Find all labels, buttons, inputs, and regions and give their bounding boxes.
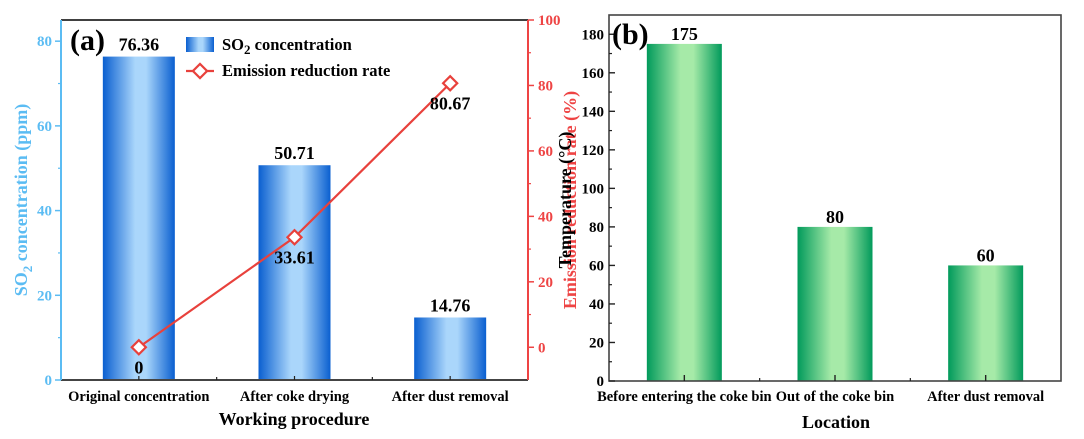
y-tick-label: 80	[589, 220, 604, 236]
line-value-label-2: 80.67	[430, 93, 471, 113]
left-tick-label: 20	[37, 288, 52, 304]
y-tick-label: 140	[582, 104, 605, 120]
right-tick-label: 40	[538, 209, 553, 225]
bar-value-label-0: 76.36	[119, 35, 160, 55]
chart-b-y-axis-title: Temperature (°C)	[555, 132, 576, 269]
bar-value-label-1: 80	[826, 207, 844, 227]
legend-label-emission: Emission reduction rate	[222, 61, 390, 80]
y-tick-label: 120	[582, 143, 605, 159]
y-tick-label: 100	[582, 181, 605, 197]
chart-a-data-labels: 76.36 50.71 14.76 0 33.61 80.67	[119, 35, 471, 378]
panel-label-a: (a)	[70, 24, 105, 57]
chart-a-y-axis-title: SO2 concentration (ppm)	[11, 104, 35, 297]
left-tick-label: 40	[37, 204, 52, 220]
left-tick-label: 80	[37, 34, 52, 50]
line-value-label-1: 33.61	[274, 247, 315, 267]
y-tick-label: 160	[582, 66, 605, 82]
chart-b-x-axis-ticks: Before entering the coke bin Out of the c…	[597, 375, 1044, 405]
y-tick-label: 20	[589, 335, 604, 351]
bar-value-label-1: 50.71	[274, 143, 315, 163]
x-tick-label: Before entering the coke bin	[597, 389, 772, 405]
x-tick-label: Original concentration	[68, 389, 209, 405]
bar-temperature-2	[948, 265, 1024, 381]
chart-b-y-axis-ticks: 0 20 40 60 80 100 120 140 160 180	[582, 27, 615, 390]
chart-a-x-axis-ticks: Original concentration After coke drying A…	[68, 376, 509, 405]
y-tick-label: 0	[597, 374, 605, 390]
right-tick-label: 60	[538, 144, 553, 160]
panel-label-b: (b)	[612, 18, 649, 51]
y-tick-label: 180	[582, 27, 605, 43]
bar-so2-2	[414, 317, 487, 380]
x-tick-label: After coke drying	[240, 389, 350, 405]
line-value-label-0: 0	[134, 357, 143, 377]
right-tick-label: 0	[538, 340, 546, 356]
bar-value-label-2: 60	[977, 245, 995, 265]
chart-a-right-axis-ticks: 0 20 40 60 80 100	[528, 13, 561, 356]
chart-a-left-axis-ticks: 0 20 40 60 80	[37, 34, 61, 389]
y-tick-label: 40	[589, 297, 604, 313]
chart-b-data-labels: 175 80 60	[671, 24, 995, 266]
bar-so2-0	[102, 56, 175, 380]
chart-b: 0 20 40 60 80 100 120 140 160 180 Before entering…	[555, 14, 1062, 432]
chart-a-x-axis-title: Working procedure	[219, 409, 370, 429]
chart-a-y2-axis-title: Emission reduction rate (%)	[560, 91, 581, 309]
x-tick-label: After dust removal	[392, 389, 509, 405]
legend-marker-diamond-icon	[191, 62, 209, 80]
left-tick-label: 60	[37, 119, 52, 135]
chart-a-legend: SO2 concentration Emission reduction rat…	[186, 35, 390, 80]
bar-temperature-1	[797, 226, 873, 381]
x-tick-label: Out of the coke bin	[776, 389, 894, 405]
chart-b-x-axis-title: Location	[802, 412, 870, 432]
chart-a-bars	[102, 56, 487, 380]
bar-so2-1	[258, 165, 331, 380]
legend-label-so2: SO2 concentration	[222, 35, 352, 57]
emission-rate-marker-2	[441, 74, 459, 92]
emission-rate-marker-1	[285, 228, 304, 246]
x-tick-label: After dust removal	[927, 389, 1044, 405]
right-tick-label: 20	[538, 275, 553, 291]
bar-value-label-0: 175	[671, 24, 698, 44]
legend-swatch-so2	[186, 37, 214, 52]
emission-rate-marker-0	[130, 338, 148, 356]
bar-value-label-2: 14.76	[430, 295, 471, 315]
left-tick-label: 0	[45, 373, 53, 389]
right-tick-label: 100	[538, 13, 561, 29]
chart-a-line-series	[130, 74, 459, 356]
chart-b-bars	[646, 43, 1024, 381]
y-tick-label: 60	[589, 258, 604, 274]
chart-a: 0 20 40 60 80 0 20 40 60 80 100 Original concentr…	[11, 13, 581, 429]
right-tick-label: 80	[538, 78, 553, 94]
bar-temperature-0	[646, 43, 722, 381]
